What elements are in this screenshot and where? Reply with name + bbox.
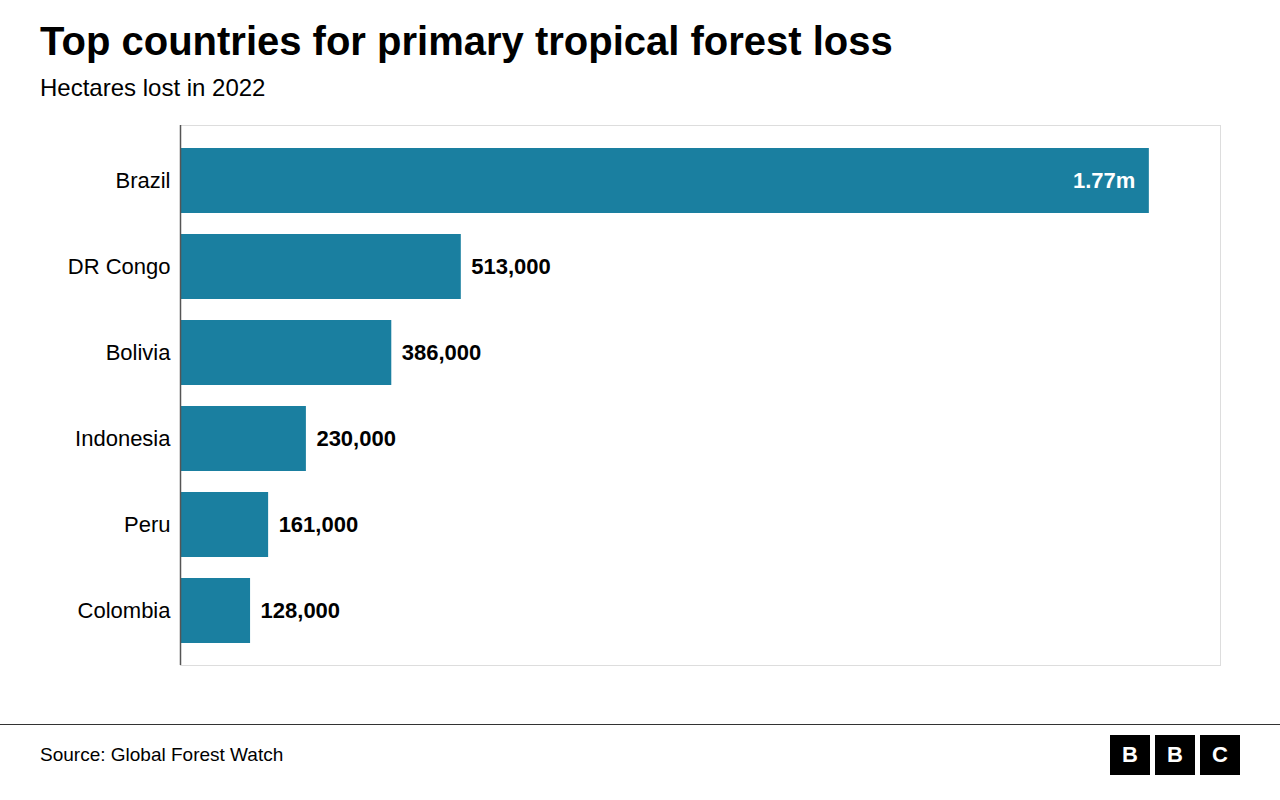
svg-text:DR Congo: DR Congo: [68, 254, 171, 279]
svg-text:Peru: Peru: [124, 512, 170, 537]
svg-text:Indonesia: Indonesia: [75, 426, 171, 451]
svg-text:1.77m: 1.77m: [1073, 168, 1135, 193]
html-text:Source: Global Forest Watch: Source: Global Forest Watch: [40, 744, 284, 765]
html-text:Top countries for primary trop: Top countries for primary tropical fores…: [40, 19, 893, 63]
html-text:B: B: [1122, 742, 1138, 767]
svg-text:513,000: 513,000: [471, 254, 551, 279]
svg-text:386,000: 386,000: [402, 340, 482, 365]
svg-text:128,000: 128,000: [261, 598, 341, 623]
html-text:B: B: [1167, 742, 1183, 767]
svg-text:Bolivia: Bolivia: [106, 340, 172, 365]
svg-text:Brazil: Brazil: [115, 168, 170, 193]
svg-text:230,000: 230,000: [316, 426, 396, 451]
html-text:Hectares lost in 2022: Hectares lost in 2022: [40, 74, 266, 101]
svg-text:161,000: 161,000: [279, 512, 359, 537]
html-text:C: C: [1212, 742, 1228, 767]
svg-text:Colombia: Colombia: [78, 598, 172, 623]
